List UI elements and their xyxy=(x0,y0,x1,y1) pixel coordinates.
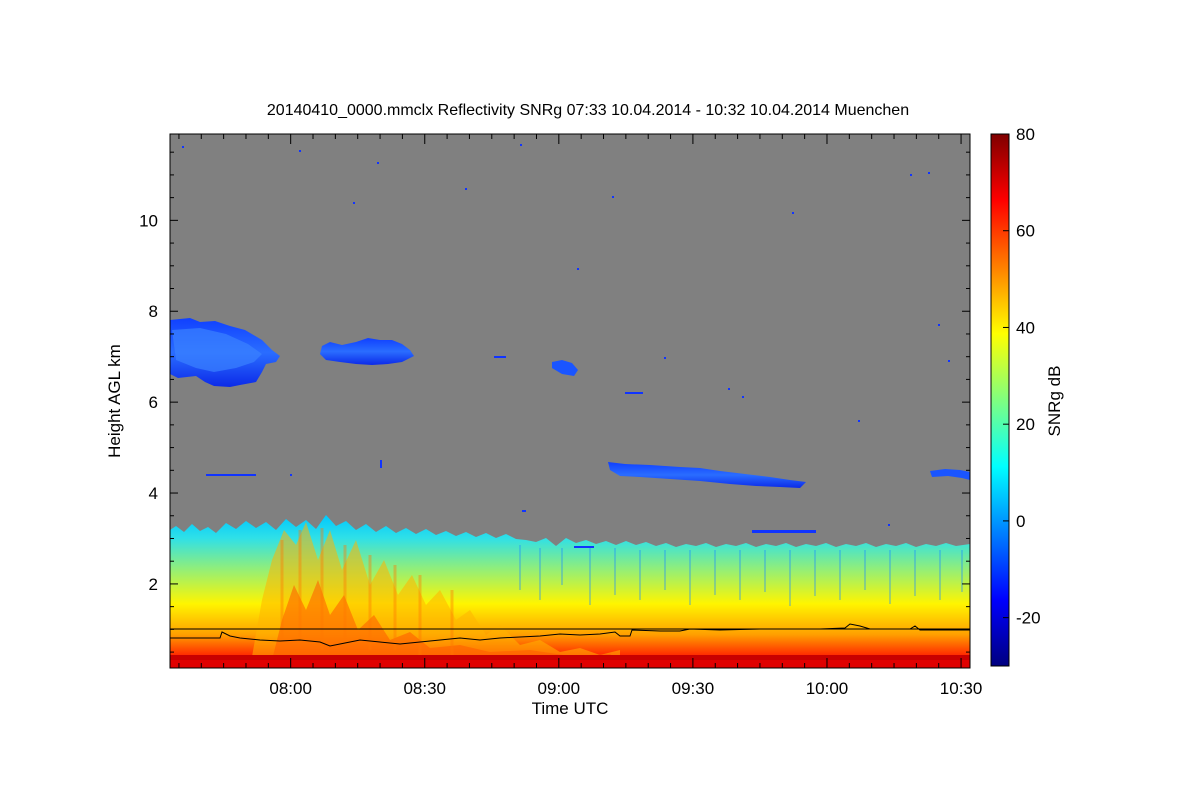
colorbar-label: SNRg dB xyxy=(1045,366,1064,437)
cloud-layer-4 xyxy=(608,462,806,488)
colorbar xyxy=(990,133,1010,667)
colorbar-tick-label: 80 xyxy=(1016,125,1035,144)
x-axis-label: Time UTC xyxy=(532,699,609,718)
colorbar-tick-label: 20 xyxy=(1016,415,1035,434)
colorbar-tick-label: 0 xyxy=(1016,512,1025,531)
plume-streaks-warm xyxy=(280,528,454,655)
y-tick-label: 8 xyxy=(149,302,158,321)
cloud-layer-1-inner xyxy=(172,328,262,372)
colorbar-tick-label: 60 xyxy=(1016,222,1035,241)
colorbar-axis: 80 60 40 20 0 -20 xyxy=(1003,125,1041,628)
chart-title: 20140410_0000.mmclx Reflectivity SNRg 07… xyxy=(267,102,909,119)
cloud-layer-3 xyxy=(552,360,578,376)
x-tick-label: 08:00 xyxy=(269,679,312,698)
x-tick-label: 10:30 xyxy=(940,679,983,698)
colorbar-tick-label: -20 xyxy=(1016,609,1041,628)
x-tick-label: 10:00 xyxy=(806,679,849,698)
plot-frame xyxy=(169,133,971,669)
y-axis-label: Height AGL km xyxy=(105,344,124,458)
plume-hot xyxy=(270,580,630,668)
cloud-base-trace xyxy=(170,623,970,647)
colorbar-tick-label: 40 xyxy=(1016,318,1035,337)
y-tick-label: 10 xyxy=(139,211,158,230)
y-tick-label: 4 xyxy=(149,484,158,503)
plume-streaks xyxy=(519,545,963,606)
y-tick-label: 2 xyxy=(149,575,158,594)
heatmap-layer xyxy=(170,144,970,668)
y-axis: 2 4 6 8 10 xyxy=(139,151,970,653)
x-tick-label: 08:30 xyxy=(403,679,446,698)
x-tick-label: 09:30 xyxy=(672,679,715,698)
cloud-layer-2 xyxy=(320,338,414,365)
x-tick-label: 09:00 xyxy=(538,679,581,698)
x-axis: 08:00 08:30 09:00 09:30 10:00 10:30 xyxy=(178,134,983,698)
y-tick-label: 6 xyxy=(149,393,158,412)
cloud-layer-5 xyxy=(930,469,970,480)
speckle-returns xyxy=(182,144,950,548)
surface-core xyxy=(170,660,970,668)
